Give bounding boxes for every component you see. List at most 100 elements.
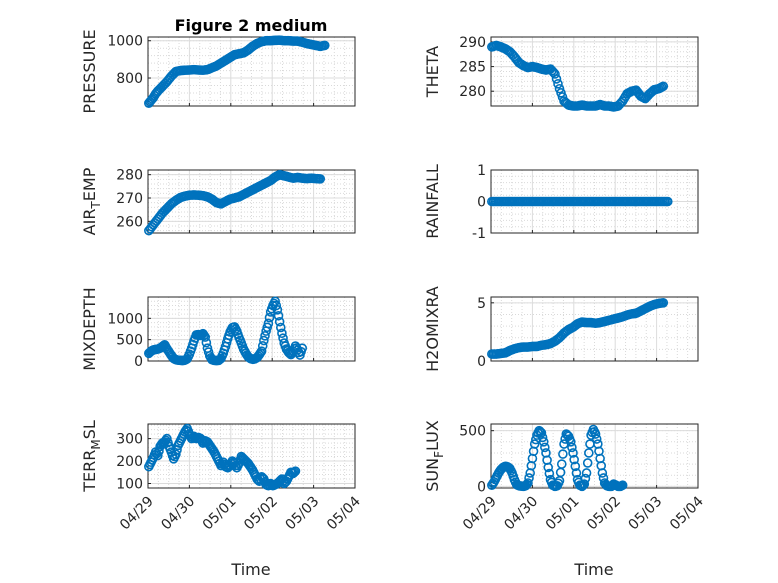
data-point [556,459,567,469]
x-axis-label-left: Time [230,560,270,579]
x-tick-label: 04/30 [158,494,198,534]
y-tick-label: 260 [116,214,143,230]
y-tick-label: 500 [116,333,143,349]
data-point [554,83,565,94]
data-point [579,479,590,489]
y-tick-label: 1000 [107,34,143,50]
data-point [260,331,270,341]
data-point [153,450,163,461]
y-tick-label: 270 [116,191,143,207]
data-point [662,196,673,207]
data-point [271,300,282,311]
panel-sun_flux: 0 500 SUNFLUX 04/29 04/30 05/01 05/02 05/03 05/0… [423,420,707,533]
y-tick-label: 290 [459,35,486,51]
data-point [540,442,550,453]
x-tick-label: 04/29 [460,494,500,534]
series-markers [144,423,301,491]
axes-box [147,36,356,107]
y-tick-label: 1000 [107,311,143,327]
data-point [658,298,669,308]
axes-box [147,169,356,234]
data-point [257,341,268,351]
data-point [290,466,301,476]
panel-theta: 280 285 290 THETA [423,35,699,112]
data-point [558,449,568,459]
data-point [571,468,582,478]
axes-box [147,423,356,489]
y-tick-label: 800 [116,71,143,87]
x-tick-label: 05/01 [543,494,583,534]
x-tick-label: 05/03 [283,494,323,534]
y-tick-label: 0 [134,354,143,370]
data-point [520,480,531,491]
data-point [200,332,211,342]
x-tick-label: 05/01 [200,494,240,534]
x-tick-label: 05/02 [584,494,624,534]
data-point [275,322,286,333]
series-markers [487,298,669,359]
data-point [565,437,576,447]
y-axis-label: TERRMSL [80,420,103,493]
y-axis-label: RAINFALL [423,164,442,239]
series-markers [144,296,308,366]
minor-grid [491,37,698,107]
data-point [256,346,267,356]
data-point [556,88,566,98]
series-markers [487,40,669,112]
data-point [538,437,549,447]
y-tick-label: 280 [459,84,486,100]
data-point [577,481,587,492]
panel-rainfall: -1 0 1 RAINFALL [423,163,699,242]
data-point [259,335,269,346]
series-markers [144,35,330,109]
panel-air_temp: 260 270 280 AIRTEMP [80,167,356,236]
y-axis-label: THETA [423,46,442,98]
data-point [580,473,591,484]
series-markers [144,169,326,236]
y-tick-label: 300 [116,432,143,448]
y-tick-label: 285 [459,60,486,76]
data-point [263,318,274,329]
data-point [270,296,280,307]
data-point [543,462,554,473]
data-point [570,461,581,472]
minor-grid [148,297,355,362]
x-tick-label: 04/29 [117,494,157,534]
data-point [658,81,669,92]
data-point [315,174,326,184]
panel-h2omixra: 0 5 H2OMIXRA [423,286,699,372]
data-point [252,474,262,484]
data-point [201,337,212,348]
x-tick-label: 05/03 [626,494,666,534]
data-point [272,304,283,315]
data-point [567,442,577,453]
data-point [568,448,578,458]
data-point [591,434,602,444]
data-point [537,432,548,443]
axes-box [490,296,699,362]
y-axis-label: MIXDEPTH [80,287,99,370]
y-tick-label: 100 [116,477,143,493]
chart-title: Figure 2 medium [175,16,328,35]
x-tick-label: 05/02 [241,494,281,534]
data-point [590,429,601,439]
y-tick-label: 0 [477,479,486,495]
axes-box [490,423,699,489]
axes-box [490,36,699,107]
data-point [277,328,287,339]
data-point [289,467,300,478]
data-point [617,480,628,491]
data-point [523,478,533,488]
y-tick-label: 280 [116,168,143,184]
data-point [544,468,555,479]
data-point [288,468,298,479]
data-point [598,473,609,483]
y-tick-label: -1 [472,226,486,242]
data-point [171,449,181,460]
y-tick-label: 0 [477,195,486,211]
y-tick-label: 500 [459,424,486,440]
data-point [524,473,534,483]
data-point [536,428,547,438]
